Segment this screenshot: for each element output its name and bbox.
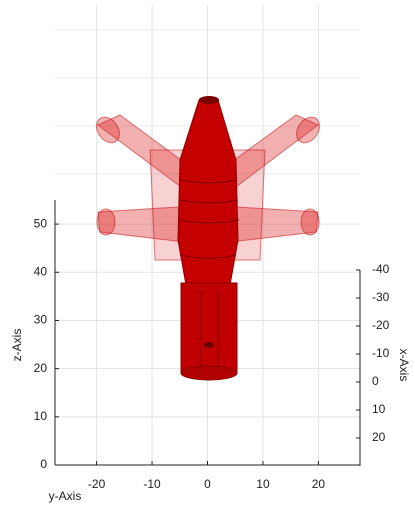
x-tick-label: -40 [372, 262, 390, 276]
y-tick-label: 20 [312, 477, 326, 491]
z-tick-label: 0 [40, 457, 47, 471]
x-tick-label: -30 [372, 290, 390, 304]
z-tick-label: 20 [34, 361, 48, 375]
chart: 01020304050-20-1001020-40-30-20-1001020 … [0, 0, 415, 512]
x-tick-label: -20 [372, 318, 390, 332]
y-tick-label: -20 [88, 477, 106, 491]
z-tick-label: 50 [34, 216, 48, 230]
x-tick-label: 0 [372, 374, 379, 388]
object [92, 96, 324, 380]
z-tick-label: 30 [34, 313, 48, 327]
x-tick-label: 20 [372, 430, 386, 444]
z-tick-label: 10 [34, 409, 48, 423]
y-tick-label: 0 [204, 477, 211, 491]
y-tick-label: 10 [256, 477, 270, 491]
z-tick-label: 40 [34, 264, 48, 278]
x-tick-label: -10 [372, 346, 390, 360]
x-tick-label: 10 [372, 402, 386, 416]
z-axis-label: z-Axis [10, 329, 24, 362]
x-axis-label: x-Axis [397, 349, 411, 382]
y-tick-label: -10 [143, 477, 161, 491]
y-axis-label: y-Axis [49, 489, 82, 503]
